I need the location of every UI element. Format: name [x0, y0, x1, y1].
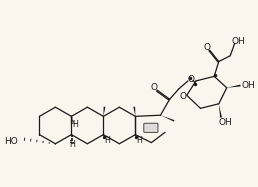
Text: OH: OH [232, 37, 246, 46]
Text: Abs: Abs [144, 125, 158, 131]
Polygon shape [219, 104, 222, 118]
Text: O: O [150, 83, 157, 92]
Text: OH: OH [241, 81, 255, 90]
Polygon shape [227, 85, 241, 88]
Polygon shape [160, 115, 174, 122]
FancyBboxPatch shape [144, 123, 158, 132]
Text: O: O [187, 75, 194, 84]
Polygon shape [103, 107, 106, 116]
Text: Ḣ: Ḣ [136, 136, 142, 145]
Text: H: H [70, 140, 76, 149]
Text: O: O [203, 43, 210, 52]
Text: HO: HO [4, 137, 18, 146]
Text: O: O [180, 92, 187, 101]
Text: H: H [72, 120, 78, 129]
Text: Ḣ: Ḣ [104, 136, 110, 145]
Polygon shape [133, 107, 135, 116]
Text: OH: OH [218, 118, 232, 127]
